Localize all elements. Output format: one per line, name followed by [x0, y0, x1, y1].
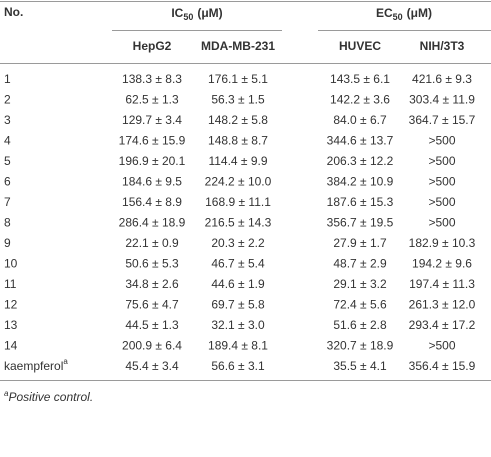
cell: >500	[428, 154, 455, 168]
group-unit: (μM)	[407, 6, 432, 20]
cell: 75.6 ± 4.7	[125, 298, 179, 312]
group-sub: 50	[183, 12, 193, 22]
row-label: 3	[4, 113, 11, 127]
cell: 143.5 ± 6.1	[330, 72, 390, 86]
cell: 56.6 ± 3.1	[211, 359, 265, 373]
row-label: 13	[4, 318, 18, 332]
group-unit: (μM)	[197, 6, 222, 20]
column-header: HepG2	[133, 39, 172, 53]
cell: 29.1 ± 3.2	[333, 277, 387, 291]
cell: >500	[428, 134, 455, 148]
cell: 421.6 ± 9.3	[412, 72, 472, 86]
cell: 51.6 ± 2.8	[333, 318, 387, 332]
cell: 32.1 ± 3.0	[211, 318, 265, 332]
cell: 129.7 ± 3.4	[122, 113, 182, 127]
row-label: 6	[4, 175, 11, 189]
group-main: IC	[171, 6, 183, 20]
cell: 182.9 ± 10.3	[409, 236, 476, 250]
cell: 356.4 ± 15.9	[409, 359, 476, 373]
cell: 303.4 ± 11.9	[409, 93, 475, 107]
row-label: 14	[4, 339, 18, 353]
cell: 72.4 ± 5.6	[333, 298, 387, 312]
cell: 22.1 ± 0.9	[125, 236, 179, 250]
cell: 189.4 ± 8.1	[208, 339, 268, 353]
cell: 364.7 ± 15.7	[409, 113, 476, 127]
cell: 114.4 ± 9.9	[208, 154, 267, 168]
row-label: 10	[4, 257, 18, 271]
row-label: 11	[4, 277, 17, 291]
cell: 384.2 ± 10.9	[327, 175, 394, 189]
cell: 48.7 ± 2.9	[333, 257, 387, 271]
cell: 148.2 ± 5.8	[208, 113, 268, 127]
row-label-sup: a	[63, 357, 68, 366]
cell: 69.7 ± 5.8	[211, 298, 265, 312]
cell: 216.5 ± 14.3	[205, 216, 272, 230]
footnote: aPositive control.	[4, 389, 93, 404]
cell: 142.2 ± 3.6	[330, 93, 390, 107]
cell: 320.7 ± 18.9	[327, 339, 394, 353]
cell: >500	[428, 216, 455, 230]
row-label: 1	[4, 72, 11, 86]
cell: >500	[428, 195, 455, 209]
cell: 62.5 ± 1.3	[125, 93, 179, 107]
row-label: 7	[4, 195, 11, 209]
group-header: EC50 (μM)	[376, 6, 432, 22]
cell: 224.2 ± 10.0	[205, 175, 272, 189]
row-label: 8	[4, 216, 11, 230]
cell: 176.1 ± 5.1	[208, 72, 268, 86]
row-label: 2	[4, 93, 11, 107]
cell: 20.3 ± 2.2	[211, 236, 265, 250]
cell: 56.3 ± 1.5	[211, 93, 265, 107]
row-label: 12	[4, 298, 18, 312]
cell: >500	[428, 339, 455, 353]
cell: 174.6 ± 15.9	[119, 134, 186, 148]
cell: 187.6 ± 15.3	[327, 195, 394, 209]
footnote-text: Positive control.	[8, 390, 93, 404]
group-header: IC50 (μM)	[171, 6, 222, 22]
cell: 286.4 ± 18.9	[119, 216, 186, 230]
cell: 200.9 ± 6.4	[122, 339, 182, 353]
cell: 45.4 ± 3.4	[125, 359, 179, 373]
cell: 261.3 ± 12.0	[409, 298, 476, 312]
row-label-text: kaempferol	[4, 359, 63, 373]
cell: 156.4 ± 8.9	[122, 195, 182, 209]
cell: 34.8 ± 2.6	[125, 277, 179, 291]
row-label: kaempferola	[4, 357, 68, 373]
cell: 46.7 ± 5.4	[211, 257, 265, 271]
column-header: HUVEC	[339, 39, 381, 53]
cell: 206.3 ± 12.2	[327, 154, 394, 168]
cell: 138.3 ± 8.3	[122, 72, 182, 86]
column-header: NIH/3T3	[420, 39, 465, 53]
header-no: No.	[4, 5, 23, 19]
cell: 27.9 ± 1.7	[333, 236, 387, 250]
column-header: MDA-MB-231	[201, 39, 275, 53]
cell: 44.5 ± 1.3	[125, 318, 179, 332]
cell: 356.7 ± 19.5	[327, 216, 394, 230]
row-label: 4	[4, 134, 11, 148]
cell: 168.9 ± 11.1	[205, 195, 271, 209]
group-main: EC	[376, 6, 393, 20]
cell: 194.2 ± 9.6	[412, 257, 472, 271]
cell: 184.6 ± 9.5	[122, 175, 182, 189]
row-label: 5	[4, 154, 11, 168]
cell: 196.9 ± 20.1	[119, 154, 186, 168]
cell: 84.0 ± 6.7	[333, 113, 387, 127]
cell: 344.6 ± 13.7	[327, 134, 394, 148]
cell: 44.6 ± 1.9	[211, 277, 265, 291]
cell: 148.8 ± 8.7	[208, 134, 268, 148]
cell: 50.6 ± 5.3	[125, 257, 179, 271]
footnote-mark: a	[4, 389, 9, 398]
group-sub: 50	[393, 12, 403, 22]
cell: 35.5 ± 4.1	[333, 359, 387, 373]
cell: 293.4 ± 17.2	[409, 318, 476, 332]
cell: >500	[428, 175, 455, 189]
row-label: 9	[4, 236, 11, 250]
cell: 197.4 ± 11.3	[409, 277, 475, 291]
